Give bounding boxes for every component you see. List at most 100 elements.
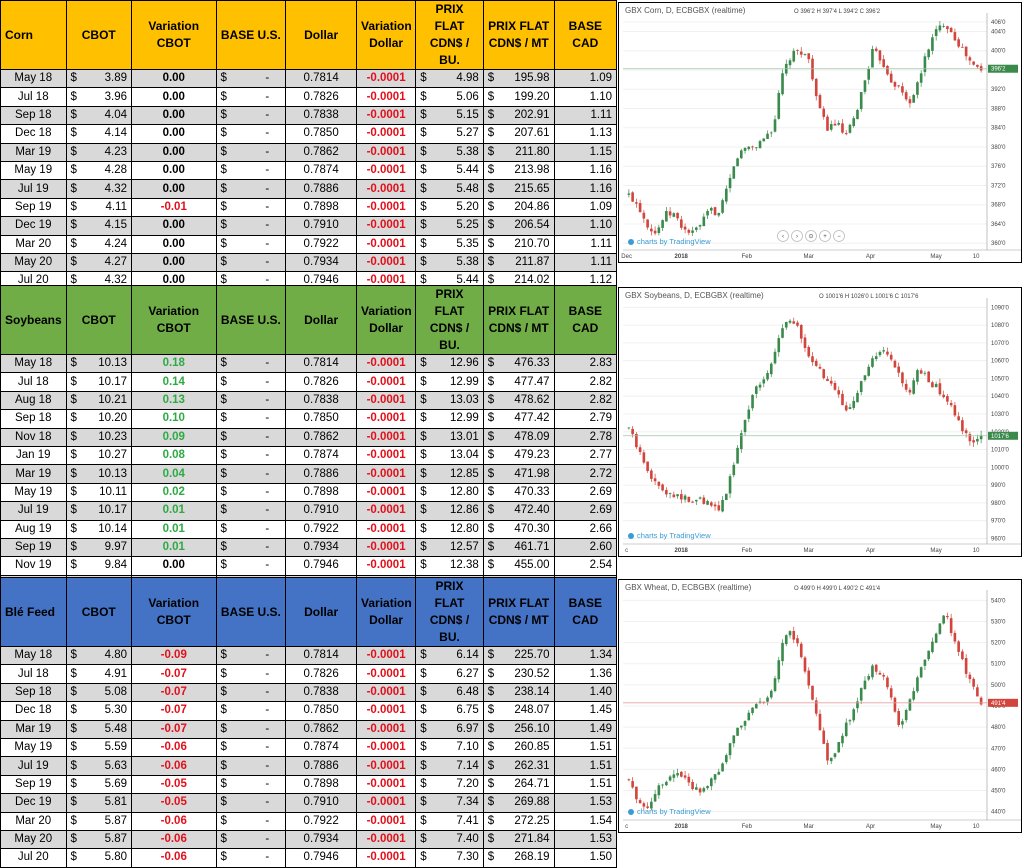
cell-value: -	[265, 504, 270, 517]
table-row: Jul 18 $10.17 0.14 $ -0.7826 -0.0001 $12.99 $47…	[0, 372, 618, 392]
candle	[949, 402, 953, 406]
y-tick-label: 520'0	[991, 641, 1006, 647]
flat-price-bu: $12.57	[415, 537, 484, 558]
soybeans-chart-panel[interactable]: 1090'0 1080'0 1070'0 1060'0 1050'0 1040'0 1030…	[618, 287, 1022, 557]
candle	[904, 92, 908, 100]
corn-chart-panel[interactable]: 406'0404'0400'0396'0392'0388'0384'0380'0…	[618, 2, 1022, 263]
candle	[852, 118, 856, 127]
candle	[796, 322, 799, 326]
candle	[882, 350, 886, 352]
dollar-rate: 0.7946	[285, 556, 358, 576]
candle	[657, 481, 661, 486]
tradingview-watermark[interactable]: charts by TradingView	[637, 531, 711, 540]
dollar-sign-icon: $	[420, 274, 427, 287]
candlestick-chart[interactable]: 406'0404'0400'0396'0392'0388'0384'0380'0…	[619, 3, 1021, 262]
chart-control-icon[interactable]: +	[823, 234, 827, 240]
candle	[638, 447, 642, 453]
candle	[882, 675, 886, 677]
dollar-sign-icon: $	[220, 649, 227, 662]
chart-control-icon[interactable]: −	[837, 234, 841, 240]
soybeans-section: Soybeans CBOT Variation CBOT BASE U.S. Dolla…	[0, 285, 1024, 595]
cell-value: 206.54	[514, 219, 550, 232]
dollar-sign-icon: $	[420, 814, 427, 827]
candle	[691, 781, 694, 790]
candle	[841, 393, 844, 406]
candle	[946, 396, 949, 402]
candle	[747, 146, 751, 150]
dollar-sign-icon: $	[220, 667, 227, 680]
candle	[683, 495, 687, 500]
cell-value: 5.69	[104, 777, 127, 790]
candle	[856, 109, 859, 120]
wheat-chart-panel[interactable]: 540'0 530'0 520'0 510'0 500'0 490'0 480'0 470'0…	[618, 579, 1022, 833]
tradingview-watermark[interactable]: charts by TradingView	[637, 237, 711, 246]
contract-month: Dec 18	[0, 701, 67, 721]
candle	[653, 230, 657, 234]
dollar-sign-icon: $	[487, 449, 495, 462]
cell-value: 5.27	[456, 127, 479, 140]
cell-value: 9.84	[104, 559, 127, 572]
reset-zoom-button[interactable]	[805, 230, 817, 242]
candle	[739, 150, 743, 159]
candle	[867, 68, 871, 80]
table-row: May 19 $10.11 0.02 $ -0.7898 -0.0001 $12.80 $47…	[0, 482, 618, 503]
candle	[837, 742, 841, 753]
cell-value: -	[265, 704, 270, 717]
candle	[916, 677, 919, 692]
candle	[934, 383, 938, 388]
candle	[897, 711, 900, 726]
scroll-left-button[interactable]	[777, 230, 789, 242]
cell-value: 4.15	[104, 219, 127, 232]
base-cad: 2.79	[553, 409, 618, 429]
x-tick-label: Mar	[803, 548, 813, 554]
dollar-sign-icon: $	[220, 375, 227, 388]
tradingview-cloud-icon	[628, 533, 634, 539]
dollar-sign-icon: $	[420, 449, 427, 462]
candlestick-chart[interactable]: 540'0 530'0 520'0 510'0 500'0 490'0 480'0 470'0…	[619, 580, 1021, 832]
base-cad: 1.09	[553, 68, 618, 89]
flat-price-mt: $215.65	[482, 179, 555, 199]
zoom-in-button[interactable]	[819, 230, 831, 242]
dollar-sign-icon: $	[70, 541, 77, 554]
candle	[814, 360, 818, 366]
cell-value: 7.34	[456, 796, 479, 809]
candle	[642, 803, 646, 807]
flat-price-bu: $5.48	[415, 179, 484, 199]
candle	[792, 321, 796, 324]
candle	[867, 676, 871, 680]
candle	[653, 794, 657, 802]
candle	[710, 778, 713, 787]
cell-value: 470.30	[514, 522, 550, 535]
flat-price-mt: $461.71	[482, 537, 555, 558]
base-cad: 2.69	[553, 501, 618, 521]
candle	[680, 494, 683, 500]
y-tick-label: 510'0	[991, 662, 1006, 668]
dollar-variation: -0.0001	[356, 68, 417, 89]
chart-control-icon[interactable]: ⊙	[808, 234, 813, 240]
dollar-sign-icon: $	[70, 851, 77, 864]
cell-value: 4.04	[104, 108, 127, 121]
table-row: Dec 19 $4.15 0.00 $ -0.7910 -0.0001 $5.25 $206.…	[0, 216, 618, 236]
cell-value: -	[265, 741, 270, 754]
candle	[784, 635, 788, 645]
candle	[713, 504, 717, 507]
candlestick-chart[interactable]: 1090'0 1080'0 1070'0 1060'0 1050'0 1040'0 1030…	[619, 288, 1021, 556]
chart-control-icon[interactable]: ‹	[782, 234, 784, 240]
candle	[743, 420, 747, 433]
chart-control-icon[interactable]: ›	[796, 234, 798, 240]
cell-value: 3.96	[104, 90, 127, 103]
flat-price-bu: $13.03	[415, 390, 484, 411]
cell-value: 472.40	[514, 504, 550, 517]
cell-value: 214.02	[514, 274, 550, 287]
dollar-sign-icon: $	[70, 559, 77, 572]
scroll-right-button[interactable]	[791, 230, 803, 242]
cell-value: 225.70	[514, 649, 550, 662]
dollar-sign-icon: $	[420, 833, 427, 846]
cell-value: 9.97	[104, 541, 127, 554]
tradingview-watermark[interactable]: charts by TradingView	[637, 807, 711, 816]
zoom-out-button[interactable]	[833, 230, 845, 242]
dollar-variation: -0.0001	[356, 519, 417, 539]
cell-value: -	[265, 649, 270, 662]
candle	[739, 433, 743, 450]
flat-price-bu: $12.80	[415, 482, 484, 503]
